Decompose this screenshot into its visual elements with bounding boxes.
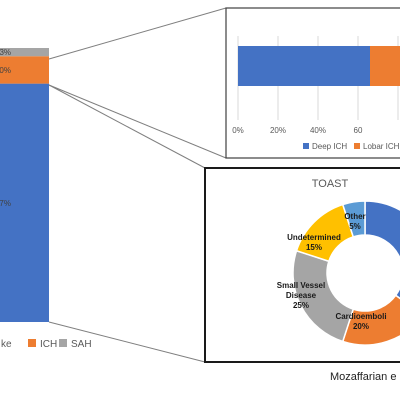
stacked-bar-chart: 87% 10% 3% xyxy=(0,48,49,323)
legend-swatch-sah xyxy=(59,339,67,347)
legend-swatch-deep-ich xyxy=(303,143,309,149)
x-tick-label: 40% xyxy=(310,126,326,135)
horizontal-bar-chart: 0% 20% 40% 60 xyxy=(232,36,400,135)
bar-segment-lobar-ich xyxy=(370,46,400,86)
stacked-bar-legend: ke ICH SAH xyxy=(1,339,92,350)
connector-lines xyxy=(48,7,227,363)
bar-data-label-ich: 10% xyxy=(0,66,11,75)
donut-chart xyxy=(292,200,400,346)
legend-swatch-ich xyxy=(28,339,36,347)
horizontal-bar-legend: Deep ICH Lobar ICH xyxy=(303,142,400,151)
donut-label: Other 5% xyxy=(344,212,365,231)
bar-data-label-ischemic-stroke: 87% xyxy=(0,199,11,208)
connector-bottom xyxy=(48,321,206,363)
legend-label-deep-ich: Deep ICH xyxy=(312,142,347,151)
bar-segment-deep-ich xyxy=(238,46,370,86)
x-tick-label: 60 xyxy=(354,126,363,135)
bar-segment-sah xyxy=(0,48,49,57)
connector-top xyxy=(48,7,227,60)
donut-label: Cardioemboli 20% xyxy=(335,312,386,331)
legend-swatch-lobar-ich xyxy=(354,143,360,149)
x-tick-label: 0% xyxy=(232,126,244,135)
figure-caption: Mozaffarian e xyxy=(330,371,397,383)
bar-data-label-sah: 3% xyxy=(0,48,11,57)
legend-label-ischemic: ke xyxy=(1,339,12,350)
donut-label: Undetermined 15% xyxy=(287,233,341,252)
donut-slice-slice-0 xyxy=(364,200,400,300)
connector-lower xyxy=(48,84,206,169)
donut-title: TOAST xyxy=(312,178,349,190)
bar-segment-ischemic-stroke xyxy=(0,83,49,323)
legend-label-sah: SAH xyxy=(71,339,92,350)
legend-label-lobar-ich: Lobar ICH xyxy=(363,142,400,151)
x-tick-label: 20% xyxy=(270,126,286,135)
donut-labels: Cardioemboli 20% Small Vessel Disease 25% Und… xyxy=(277,212,387,331)
donut-slice-other xyxy=(341,200,366,238)
donut-label: Small Vessel Disease 25% xyxy=(277,281,325,310)
legend-label-ich: ICH xyxy=(40,339,57,350)
bar-segment-ich xyxy=(0,56,49,84)
connector-middle xyxy=(48,84,227,159)
